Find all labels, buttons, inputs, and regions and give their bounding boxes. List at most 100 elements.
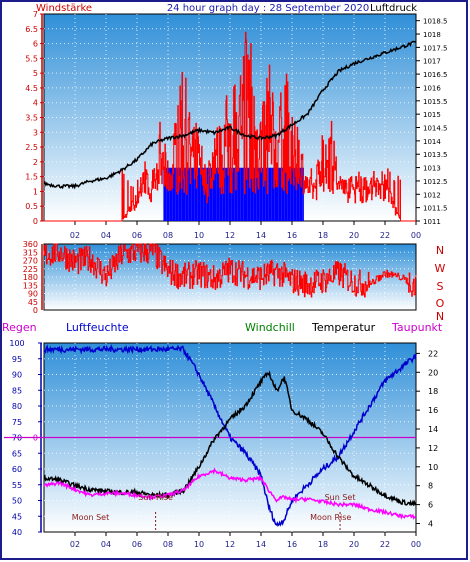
wind-speed-tick-label: 7 xyxy=(33,10,38,19)
direction-tick-label: 270 xyxy=(23,257,38,266)
hour-tick-label-bottom: 10 xyxy=(194,540,204,549)
humidity-tick-label: 45 xyxy=(12,512,22,521)
pressure-series xyxy=(43,40,417,190)
wind-speed-tick-label: 2 xyxy=(33,158,38,167)
chart-title: 24 hour graph day : 28 September 2020 xyxy=(167,3,369,14)
wind-speed-tick-label: 5.5 xyxy=(25,54,38,63)
hour-tick-label-bottom: 12 xyxy=(225,540,235,549)
temperature-tick-label: 22 xyxy=(428,349,438,358)
pressure-tick-label: 1012.5 xyxy=(423,178,448,186)
luftfeuchte-label: Luftfeuchte xyxy=(66,321,129,334)
temperature-tick-label: 6 xyxy=(428,501,433,510)
pressure-tick-label: 1011.5 xyxy=(423,205,448,213)
pressure-tick-label: 1011 xyxy=(423,218,441,226)
dir-label-s: S xyxy=(437,280,444,293)
direction-tick-label: 315 xyxy=(23,248,38,257)
humidity-tick-label: 90 xyxy=(12,371,22,380)
temperature-series xyxy=(43,370,417,506)
humidity-temperature-panel: 4045505560657075808590951004681012141618… xyxy=(4,339,438,549)
dir-label-n-bottom: N xyxy=(436,310,444,323)
direction-tick-label: 360 xyxy=(23,240,38,249)
pressure-tick-label: 1016.5 xyxy=(423,71,448,79)
hour-tick-label-bottom: 22 xyxy=(380,540,390,549)
humidity-tick-label: 75 xyxy=(12,418,22,427)
hour-tick-label-bottom: 18 xyxy=(318,540,328,549)
moon-set-label: Moon Set xyxy=(72,513,109,522)
temperature-tick-label: 12 xyxy=(428,444,438,453)
temperature-tick-label: 14 xyxy=(428,425,438,434)
humidity-tick-label: 100 xyxy=(9,339,24,348)
temperature-tick-label: 4 xyxy=(428,519,433,528)
humidity-tick-label: 65 xyxy=(12,449,22,458)
direction-tick-label: 135 xyxy=(23,281,38,290)
hour-tick-label-bottom: 04 xyxy=(101,540,111,549)
dir-label-o: O xyxy=(436,297,445,310)
hour-tick-label-bottom: 20 xyxy=(349,540,359,549)
humidity-tick-label: 95 xyxy=(12,355,22,364)
wind-speed-tick-label: 5 xyxy=(33,69,38,78)
taupunkt-label: Taupunkt xyxy=(391,321,443,334)
hour-tick-label: 16 xyxy=(287,231,297,240)
humidity-tick-label: 60 xyxy=(12,465,22,474)
wind-speed-tick-label: 1 xyxy=(33,187,38,196)
temperature-tick-label: 16 xyxy=(428,406,438,415)
hour-tick-label: 12 xyxy=(225,231,235,240)
dewpoint-series xyxy=(43,467,417,520)
humidity-tick-label: 40 xyxy=(12,528,22,537)
humidity-tick-label: 55 xyxy=(12,481,22,490)
wind-speed-series xyxy=(44,31,416,222)
direction-tick-label: 45 xyxy=(28,298,38,307)
hour-tick-label-bottom: 00 xyxy=(411,540,421,549)
humidity-tick-label: 80 xyxy=(12,402,22,411)
wind-speed-tick-label: 1.5 xyxy=(25,173,38,182)
pressure-tick-label: 1015.5 xyxy=(423,98,448,106)
pressure-tick-label: 1017 xyxy=(423,58,441,66)
wind-calm-series xyxy=(163,167,304,221)
sun-rise-label: Sun Rise xyxy=(138,493,173,502)
hour-tick-label-bottom: 06 xyxy=(132,540,142,549)
pressure-tick-label: 1016 xyxy=(423,84,441,92)
pressure-tick-label: 1017.5 xyxy=(423,44,448,52)
hour-tick-label: 20 xyxy=(349,231,359,240)
wind-direction-series xyxy=(43,243,417,298)
regen-zero-label: 0 xyxy=(33,434,38,443)
temperature-tick-label: 10 xyxy=(428,463,438,472)
header-right-label: Luftdruck xyxy=(370,3,417,14)
temperature-tick-label: 8 xyxy=(428,482,433,491)
hour-tick-label: 02 xyxy=(70,231,80,240)
wind-direction-labels: N W S O N xyxy=(435,244,446,323)
wind-speed-tick-label: 6 xyxy=(33,40,38,49)
hour-tick-label: 00 xyxy=(411,231,421,240)
hour-tick-label-bottom: 16 xyxy=(287,540,297,549)
regen-label: Regen xyxy=(2,321,37,334)
temperature-tick-label: 18 xyxy=(428,387,438,396)
pressure-tick-label: 1012 xyxy=(423,191,441,199)
temperature-tick-label: 20 xyxy=(428,368,438,377)
direction-tick-label: 180 xyxy=(23,273,38,282)
pressure-tick-label: 1013 xyxy=(423,165,441,173)
pressure-tick-label: 1013.5 xyxy=(423,151,448,159)
hour-tick-label: 14 xyxy=(256,231,266,240)
pressure-tick-label: 1014 xyxy=(423,138,441,146)
wind-speed-tick-label: 4 xyxy=(33,99,38,108)
wind-speed-tick-label: 0 xyxy=(33,217,38,226)
hour-tick-label-bottom: 08 xyxy=(163,540,173,549)
wind-speed-tick-label: 3.5 xyxy=(25,114,38,123)
wind-speed-tick-label: 2.5 xyxy=(25,143,38,152)
sun-set-label: Sun Set xyxy=(325,493,356,502)
hour-tick-label-bottom: 14 xyxy=(256,540,266,549)
wind-speed-tick-label: 3 xyxy=(33,128,38,137)
dir-label-n-top: N xyxy=(436,244,444,257)
hour-tick-label: 10 xyxy=(194,231,204,240)
header-left-label: Windstärke xyxy=(36,3,92,14)
wind-speed-tick-label: 4.5 xyxy=(25,84,38,93)
windchill-label: Windchill xyxy=(245,321,295,334)
hour-tick-label: 22 xyxy=(380,231,390,240)
wind-pressure-panel: 0 0.5 1 1.5 2 2.5 3 3.5 4 4.5 5 5.5 6 6.5 7 1011 1011.5 1… xyxy=(25,10,447,240)
pressure-tick-label: 1018.5 xyxy=(423,18,448,26)
wind-speed-tick-label: 6.5 xyxy=(25,25,38,34)
direction-tick-label: 0 xyxy=(33,306,38,315)
pressure-tick-label: 1015 xyxy=(423,111,441,119)
